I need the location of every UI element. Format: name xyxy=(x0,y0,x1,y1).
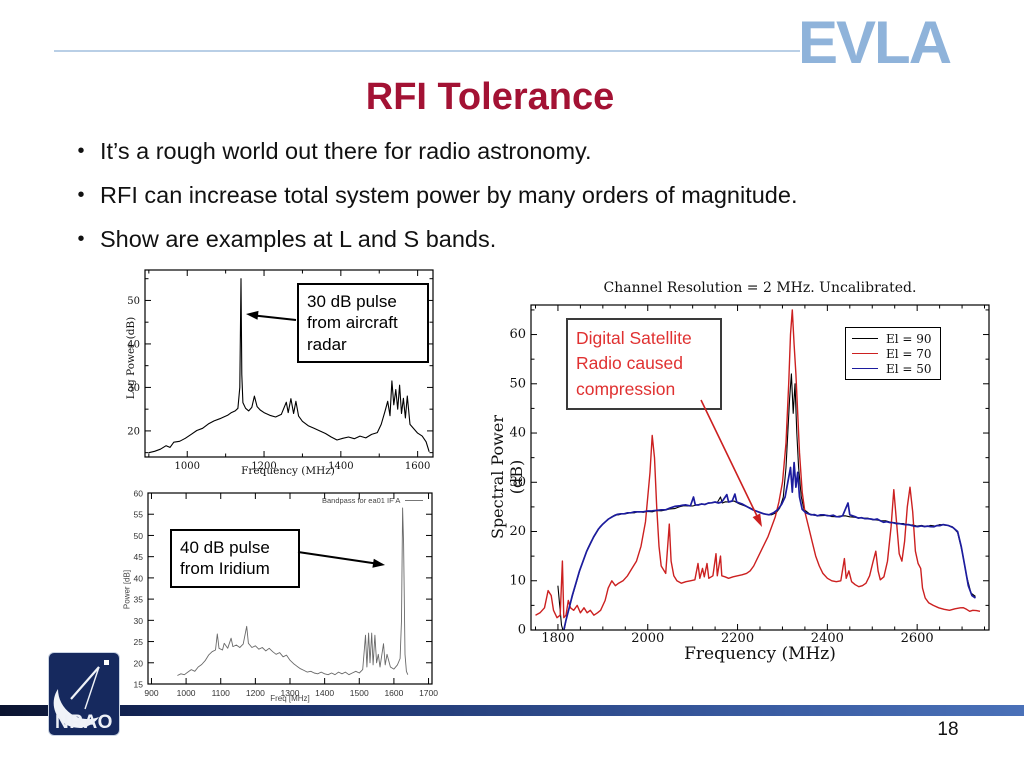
svg-text:60: 60 xyxy=(134,489,144,499)
iridium-chart: 900 1000 1100 1200 1300 1400 1500 1600 1700 15 20 2… xyxy=(134,489,439,699)
svg-text:15: 15 xyxy=(134,680,144,690)
svg-text:1600: 1600 xyxy=(405,461,430,472)
radar-callout: 30 dB pulse from aircraft radar xyxy=(297,283,429,363)
satellite-callout: Digital Satellite Radio caused compressi… xyxy=(566,318,722,411)
footer-bar xyxy=(0,705,1024,716)
legend-label-el50: El = 50 xyxy=(886,361,932,376)
svg-text:30: 30 xyxy=(509,475,526,490)
svg-text:2000: 2000 xyxy=(631,631,664,646)
legend-entry: El = 70 xyxy=(852,346,932,361)
page-number: 18 xyxy=(937,719,959,740)
svg-text:1000: 1000 xyxy=(175,461,200,472)
svg-text:1600: 1600 xyxy=(384,688,403,698)
svg-text:45: 45 xyxy=(134,552,144,562)
legend-line-el50 xyxy=(852,368,878,369)
bullet-text: Show are examples at L and S bands. xyxy=(100,226,497,252)
sband-legend: El = 90 El = 70 El = 50 xyxy=(845,327,941,380)
iridium-legend-label: Bandpass for ea01 IF A xyxy=(322,496,401,505)
svg-text:50: 50 xyxy=(509,376,526,391)
star-icon xyxy=(104,660,109,665)
svg-text:2600: 2600 xyxy=(901,631,934,646)
lband-xlabel: Frequency (MHz) xyxy=(241,465,335,477)
legend-line-el90 xyxy=(852,338,878,339)
svg-text:30: 30 xyxy=(127,383,140,394)
nrao-logo: NRAO xyxy=(48,652,120,736)
lband-ylabel: Log Power (dB) xyxy=(125,316,137,400)
svg-text:50: 50 xyxy=(127,296,140,307)
svg-text:1400: 1400 xyxy=(315,688,334,698)
svg-text:1000: 1000 xyxy=(177,688,196,698)
bullet-icon: • xyxy=(77,228,85,250)
svg-text:1100: 1100 xyxy=(212,688,231,698)
svg-text:1700: 1700 xyxy=(419,688,438,698)
feed-line xyxy=(84,666,100,710)
nrao-wordmark: NRAO xyxy=(55,712,113,733)
svg-text:1200: 1200 xyxy=(251,461,276,472)
svg-text:50: 50 xyxy=(134,531,144,541)
legend-entry: El = 50 xyxy=(852,361,932,376)
bullet-item: • It’s a rough world out there for radio… xyxy=(62,138,982,172)
iridium-callout: 40 dB pulse from Iridium xyxy=(170,529,300,588)
svg-text:60: 60 xyxy=(509,327,526,342)
page-title: RFI Tolerance xyxy=(365,76,615,118)
svg-text:1400: 1400 xyxy=(328,461,353,472)
svg-text:40: 40 xyxy=(134,573,144,583)
svg-text:40: 40 xyxy=(509,426,526,441)
svg-text:55: 55 xyxy=(134,510,144,520)
svg-text:2200: 2200 xyxy=(721,631,754,646)
nrao-telescope-icon: NRAO xyxy=(53,660,113,733)
bullet-text: RFI can increase total system power by m… xyxy=(100,182,798,208)
lband-radar-chart: 1000 1200 1400 1600 20 30 40 50 xyxy=(127,269,434,472)
svg-text:35: 35 xyxy=(134,595,144,605)
svg-text:40: 40 xyxy=(127,339,140,350)
svg-text:20: 20 xyxy=(509,524,526,539)
legend-label-el90: El = 90 xyxy=(886,331,932,346)
svg-text:2400: 2400 xyxy=(811,631,844,646)
svg-text:1200: 1200 xyxy=(246,688,265,698)
svg-text:0: 0 xyxy=(518,623,526,638)
feed-line xyxy=(70,666,100,700)
evla-logo: EVLA xyxy=(798,9,952,76)
svg-text:20: 20 xyxy=(134,658,144,668)
svg-text:1500: 1500 xyxy=(350,688,369,698)
svg-text:10: 10 xyxy=(509,573,526,588)
bullet-item: • RFI can increase total system power by… xyxy=(62,182,982,216)
sband-ylabel: Spectral Power (dB) xyxy=(488,415,526,540)
iridium-xlabel: Freq [MHz] xyxy=(270,694,310,703)
iridium-legend-line xyxy=(405,500,424,501)
sband-xlabel: Frequency (MHz) xyxy=(684,644,836,664)
svg-text:30: 30 xyxy=(134,616,144,626)
svg-text:20: 20 xyxy=(127,426,140,437)
legend-line-el70 xyxy=(852,353,878,354)
bullet-icon: • xyxy=(77,140,85,162)
legend-entry: El = 90 xyxy=(852,331,932,346)
svg-text:1300: 1300 xyxy=(281,688,300,698)
svg-text:25: 25 xyxy=(134,637,144,647)
iridium-legend: Bandpass for ea01 IF A xyxy=(322,496,424,505)
bullet-text: It’s a rough world out there for radio a… xyxy=(100,138,592,164)
iridium-ylabel: Power [dB] xyxy=(122,569,132,610)
svg-text:1800: 1800 xyxy=(541,631,574,646)
dish-shape xyxy=(53,689,99,728)
header-accent-line xyxy=(54,50,800,52)
legend-label-el70: El = 70 xyxy=(886,346,932,361)
sband-title: Channel Resolution = 2 MHz. Uncalibrated… xyxy=(603,280,917,296)
bullet-icon: • xyxy=(77,184,85,206)
sband-chart: 1800 2000 2200 2400 2600 0 10 20 30 40 50 60 xyxy=(509,304,990,646)
svg-text:900: 900 xyxy=(144,688,158,698)
bullet-item: • Show are examples at L and S bands. xyxy=(62,226,982,260)
